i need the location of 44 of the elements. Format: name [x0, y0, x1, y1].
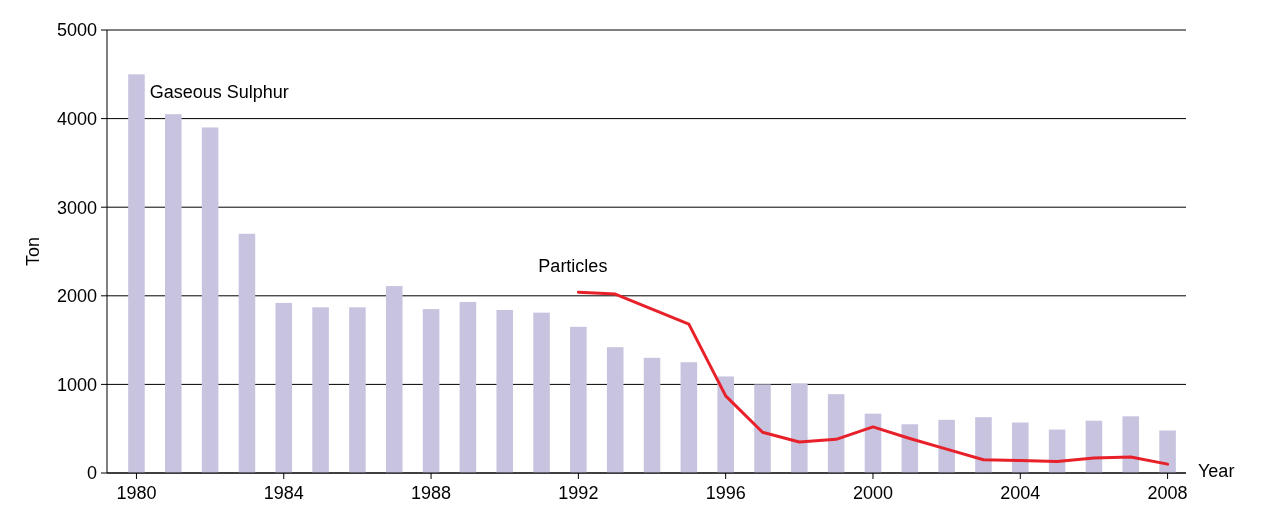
x-tick-label: 1988 [411, 483, 452, 503]
bar [1159, 430, 1176, 473]
bar [791, 383, 808, 473]
bar [128, 74, 145, 473]
x-tick-label: 1996 [705, 483, 746, 503]
x-tick-label: 2008 [1147, 483, 1188, 503]
bar [570, 326, 587, 473]
line-series [576, 290, 1170, 466]
bar [201, 127, 219, 473]
y-tick-label: 5000 [56, 20, 97, 41]
bar [717, 376, 734, 473]
bar [385, 286, 403, 473]
bar [349, 307, 366, 473]
y-tick-label: 1000 [56, 374, 97, 395]
x-tick-label: 2004 [1000, 483, 1041, 503]
y-tick-label: 3000 [56, 197, 97, 218]
y-axis-title: Ton [23, 236, 43, 267]
bar [275, 302, 293, 473]
bar [1012, 422, 1029, 473]
bar [606, 347, 624, 473]
bar [680, 362, 698, 473]
x-tick-label: 2000 [852, 483, 893, 503]
bar [496, 309, 514, 473]
bar [1122, 416, 1140, 473]
bar [938, 419, 955, 473]
x-tick-label: 1980 [116, 483, 157, 503]
y-tick-label: 2000 [56, 286, 97, 307]
x-axis-title: Year [1198, 461, 1235, 481]
y-tick-label: 4000 [56, 108, 97, 129]
series-label: Particles [538, 256, 608, 277]
bar [459, 302, 477, 473]
bar [422, 309, 440, 473]
bar [238, 233, 256, 473]
bar [754, 384, 771, 473]
bar [533, 312, 550, 473]
bar [827, 394, 845, 473]
bar [312, 307, 329, 473]
series-label: Gaseous Sulphur [149, 82, 289, 103]
x-tick-label: 1992 [558, 483, 599, 503]
bar [975, 417, 992, 473]
x-tick-label: 1984 [263, 483, 304, 503]
bar [643, 357, 661, 473]
y-tick-label: 0 [86, 463, 97, 484]
bar [165, 114, 182, 473]
